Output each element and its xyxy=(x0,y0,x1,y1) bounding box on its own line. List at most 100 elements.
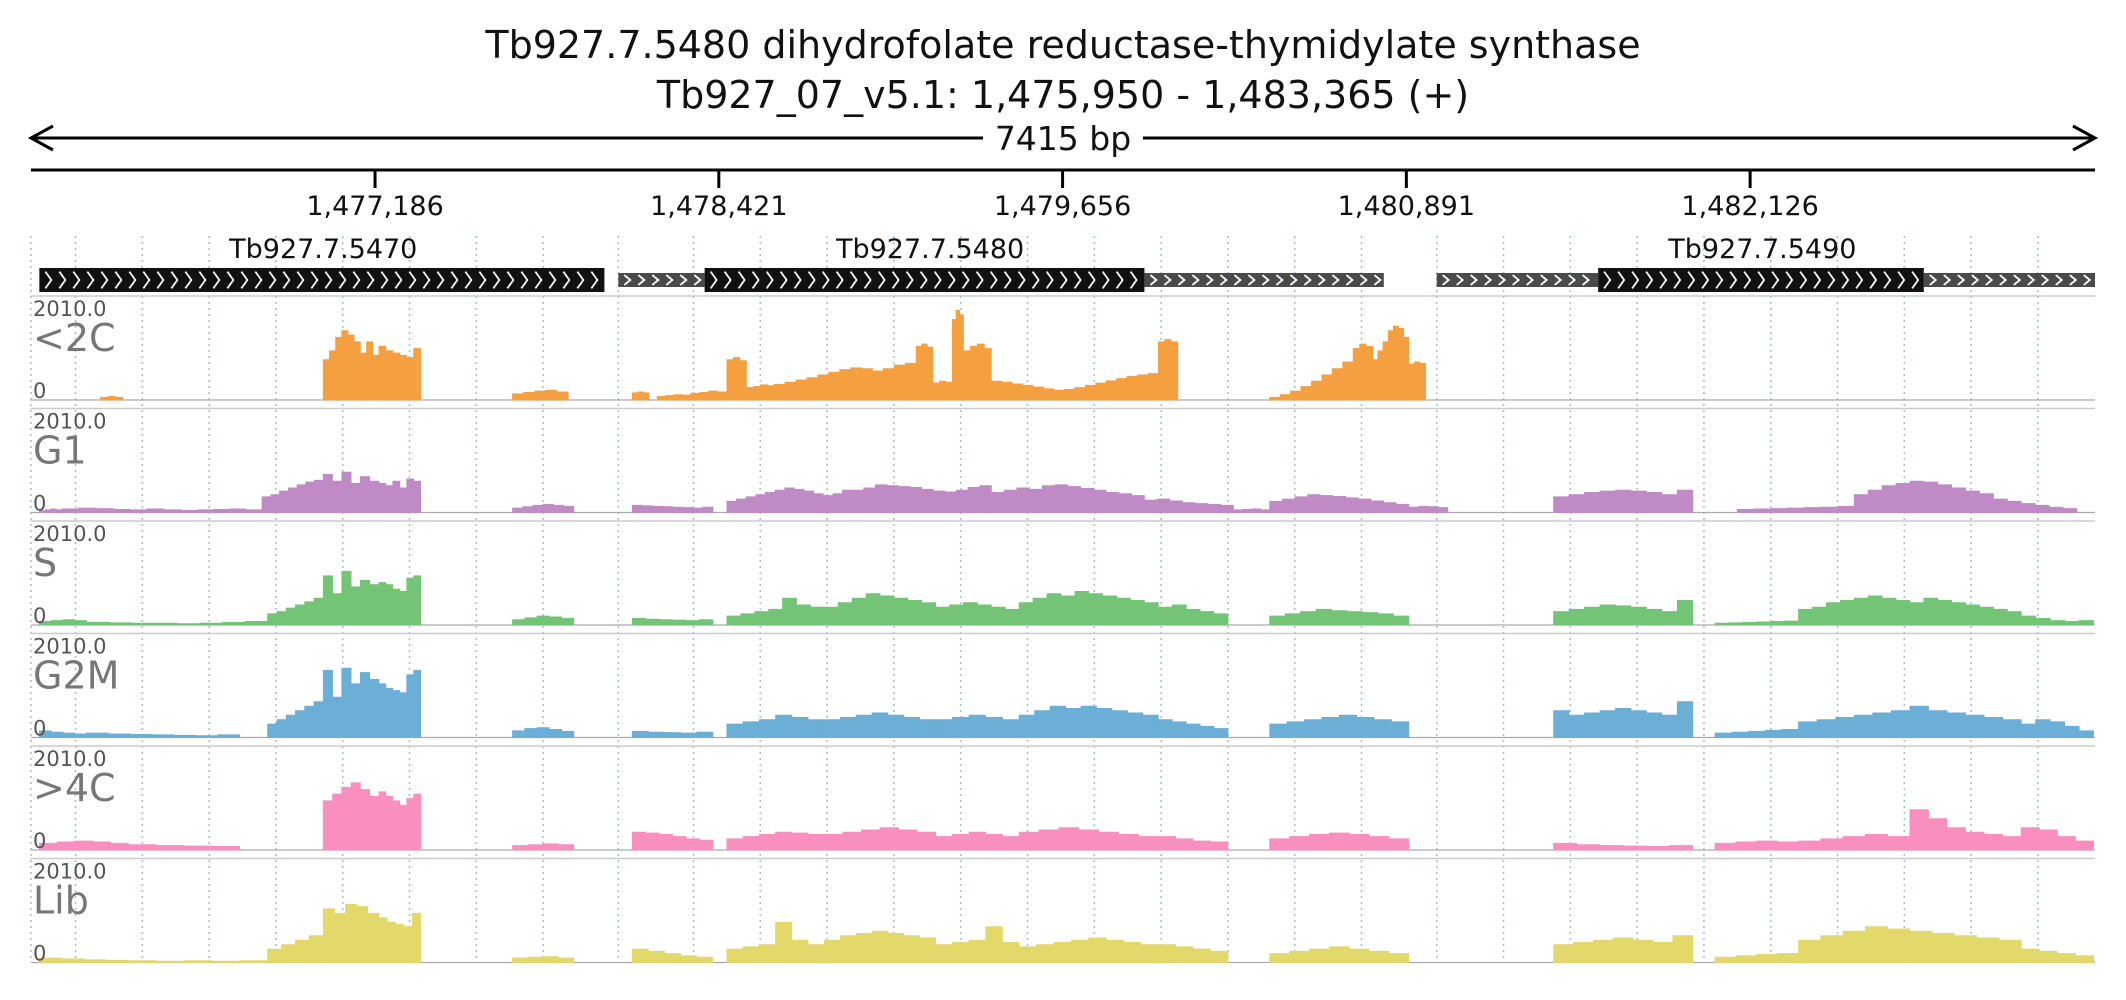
strand-chevron xyxy=(352,271,361,289)
coverage-area xyxy=(990,373,1159,401)
coverage-area xyxy=(38,840,129,851)
strand-chevron xyxy=(282,271,291,289)
strand-chevron xyxy=(2083,274,2092,286)
strand-chevron xyxy=(562,271,571,289)
coverage-area xyxy=(1553,935,1694,963)
track-min-label: 0 xyxy=(33,604,46,628)
coverage-area xyxy=(1408,505,1449,513)
track-name: Lib xyxy=(33,879,89,923)
strand-chevron xyxy=(156,271,165,289)
strand-chevron xyxy=(1568,274,1577,286)
strand-chevron xyxy=(1957,274,1966,286)
strand-chevron xyxy=(548,271,557,289)
coverage-area xyxy=(512,956,575,963)
strand-chevron xyxy=(576,271,585,289)
track-min-label: 0 xyxy=(33,379,46,403)
coverage-area xyxy=(631,948,714,963)
strand-chevron xyxy=(1617,271,1626,289)
coverage-track: 2010.0 0 G1 xyxy=(31,407,2095,516)
track-name: G1 xyxy=(33,429,87,473)
strand-chevron xyxy=(1554,274,1563,286)
coverage-area xyxy=(378,791,422,851)
coverage-area xyxy=(2020,719,2095,738)
coverage-area xyxy=(726,487,853,513)
coverage-area xyxy=(1714,953,1799,963)
coverage-track: 2010.0 0 >4C xyxy=(31,745,2095,853)
strand-chevron xyxy=(1729,271,1738,289)
strand-chevron xyxy=(128,271,137,289)
strand-chevron xyxy=(1659,271,1668,289)
coverage-area xyxy=(631,617,714,626)
strand-chevron xyxy=(891,271,900,289)
coverage-area xyxy=(823,593,937,626)
coverage-area xyxy=(726,357,747,401)
strand-chevron xyxy=(1897,271,1906,289)
strand-chevron xyxy=(1045,271,1054,289)
coverage-area xyxy=(512,727,575,738)
strand-chevron xyxy=(1205,274,1214,286)
strand-chevron xyxy=(1031,271,1040,289)
gene-label: Tb927.7.5480 xyxy=(835,234,1024,265)
coverage-area xyxy=(38,957,129,963)
span-arrowhead-left xyxy=(27,124,54,152)
coverage-area xyxy=(128,960,269,963)
coverage-area xyxy=(512,615,575,626)
strand-chevron xyxy=(520,271,529,289)
track-max-label: 2010.0 xyxy=(33,747,106,771)
strand-chevron xyxy=(989,271,998,289)
strand-chevron xyxy=(254,271,263,289)
axis-tick-label: 1,478,421 xyxy=(650,191,787,222)
coverage-area xyxy=(631,391,650,401)
coverage-area xyxy=(2020,615,2095,626)
coverage-area xyxy=(61,507,199,513)
coverage-area xyxy=(1736,505,1855,513)
coverage-area xyxy=(1144,498,1234,513)
strand-chevron xyxy=(114,271,123,289)
coverage-area xyxy=(197,508,263,513)
coverage-area xyxy=(1269,946,1410,963)
coverage-area xyxy=(1018,591,1159,626)
coverage-area xyxy=(823,827,937,851)
coverage-area xyxy=(1909,930,2022,963)
track-min-label: 0 xyxy=(33,492,46,516)
strand-chevron xyxy=(1687,271,1696,289)
gene-cds-box xyxy=(39,268,605,292)
coverage-area xyxy=(322,330,380,401)
strand-chevron xyxy=(863,271,872,289)
span-indicator: 7415 bp xyxy=(27,119,2099,158)
strand-chevron xyxy=(1317,274,1326,286)
coverage-area xyxy=(1269,494,1410,513)
coverage-area xyxy=(1269,714,1410,738)
strand-chevron xyxy=(1512,274,1521,286)
coverage-area xyxy=(1018,705,1159,738)
coverage-area xyxy=(1714,840,1799,851)
strand-chevron xyxy=(1971,274,1980,286)
strand-chevron xyxy=(184,271,193,289)
coverage-area xyxy=(261,479,324,513)
gene-utr3-box xyxy=(1923,273,2095,287)
strand-chevron xyxy=(198,271,207,289)
track-name: G2M xyxy=(33,654,119,698)
coverage-area xyxy=(935,602,1020,626)
coverage-area xyxy=(1553,701,1694,738)
coverage-area xyxy=(851,484,992,513)
track-name: <2C xyxy=(33,316,116,360)
coverage-area xyxy=(378,912,422,963)
strand-chevron xyxy=(310,271,319,289)
track-max-label: 2010.0 xyxy=(33,522,106,546)
strand-chevron xyxy=(1841,271,1850,289)
strand-chevron xyxy=(1526,274,1535,286)
strand-chevron xyxy=(142,271,151,289)
track-max-label: 2010.0 xyxy=(33,297,106,321)
coverage-area xyxy=(1853,480,1994,513)
strand-chevron xyxy=(877,271,886,289)
coverage-area xyxy=(726,921,825,963)
strand-chevron xyxy=(2055,274,2064,286)
coverage-area xyxy=(86,621,269,626)
coverage-area xyxy=(322,903,380,963)
strand-chevron xyxy=(1645,271,1654,289)
strand-chevron xyxy=(793,271,802,289)
strand-chevron xyxy=(492,271,501,289)
coverage-area xyxy=(1157,944,1229,963)
coverage-area xyxy=(512,389,569,401)
